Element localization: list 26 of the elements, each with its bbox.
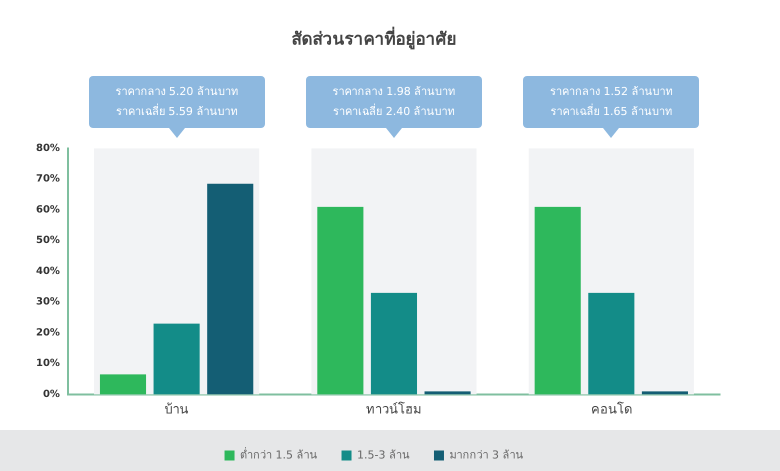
y-tick-label: 50% bbox=[36, 235, 60, 246]
legend-label: 1.5-3 ล้าน bbox=[357, 448, 410, 462]
x-tick-label: บ้าน bbox=[164, 402, 189, 418]
y-tick-label: 40% bbox=[36, 266, 60, 277]
bar bbox=[370, 292, 418, 394]
y-tick-label: 80% bbox=[36, 142, 60, 154]
bar bbox=[154, 324, 200, 394]
y-tick-label: 20% bbox=[36, 327, 60, 338]
bar bbox=[317, 206, 364, 394]
text: ราคากลาง 1.52 ล้านบาท ราคาเฉลี่ย 1.65 ล้านบาท bbox=[523, 76, 700, 128]
x-tick-label: ทาวน์โฮม bbox=[366, 402, 422, 418]
y-tick-label: 60% bbox=[36, 204, 60, 216]
y-tick-label: 10% bbox=[36, 358, 60, 370]
chart-title: สัดส่วนราคาที่อยู่อาศัย bbox=[292, 26, 456, 51]
bar bbox=[534, 206, 581, 394]
x-tick-label: คอนโด bbox=[590, 402, 632, 418]
legend-label: ต่ำกว่า 1.5 ล้าน bbox=[240, 446, 318, 462]
y-tick-label: 30% bbox=[36, 296, 60, 308]
legend-label: มากกว่า 3 ล้าน bbox=[449, 448, 524, 462]
bar bbox=[100, 374, 146, 394]
bar bbox=[207, 184, 254, 394]
bar bbox=[588, 292, 634, 394]
text: ราคากลาง 5.20 ล้านบาท ราคาเฉลี่ย 5.59 ล้านบาท bbox=[88, 76, 265, 128]
y-tick-label: 0% bbox=[42, 388, 60, 400]
y-tick-label: 70% bbox=[36, 174, 60, 185]
text: ราคากลาง 1.98 ล้านบาท ราคาเฉลี่ย 2.40 ล้านบาท bbox=[306, 76, 482, 128]
